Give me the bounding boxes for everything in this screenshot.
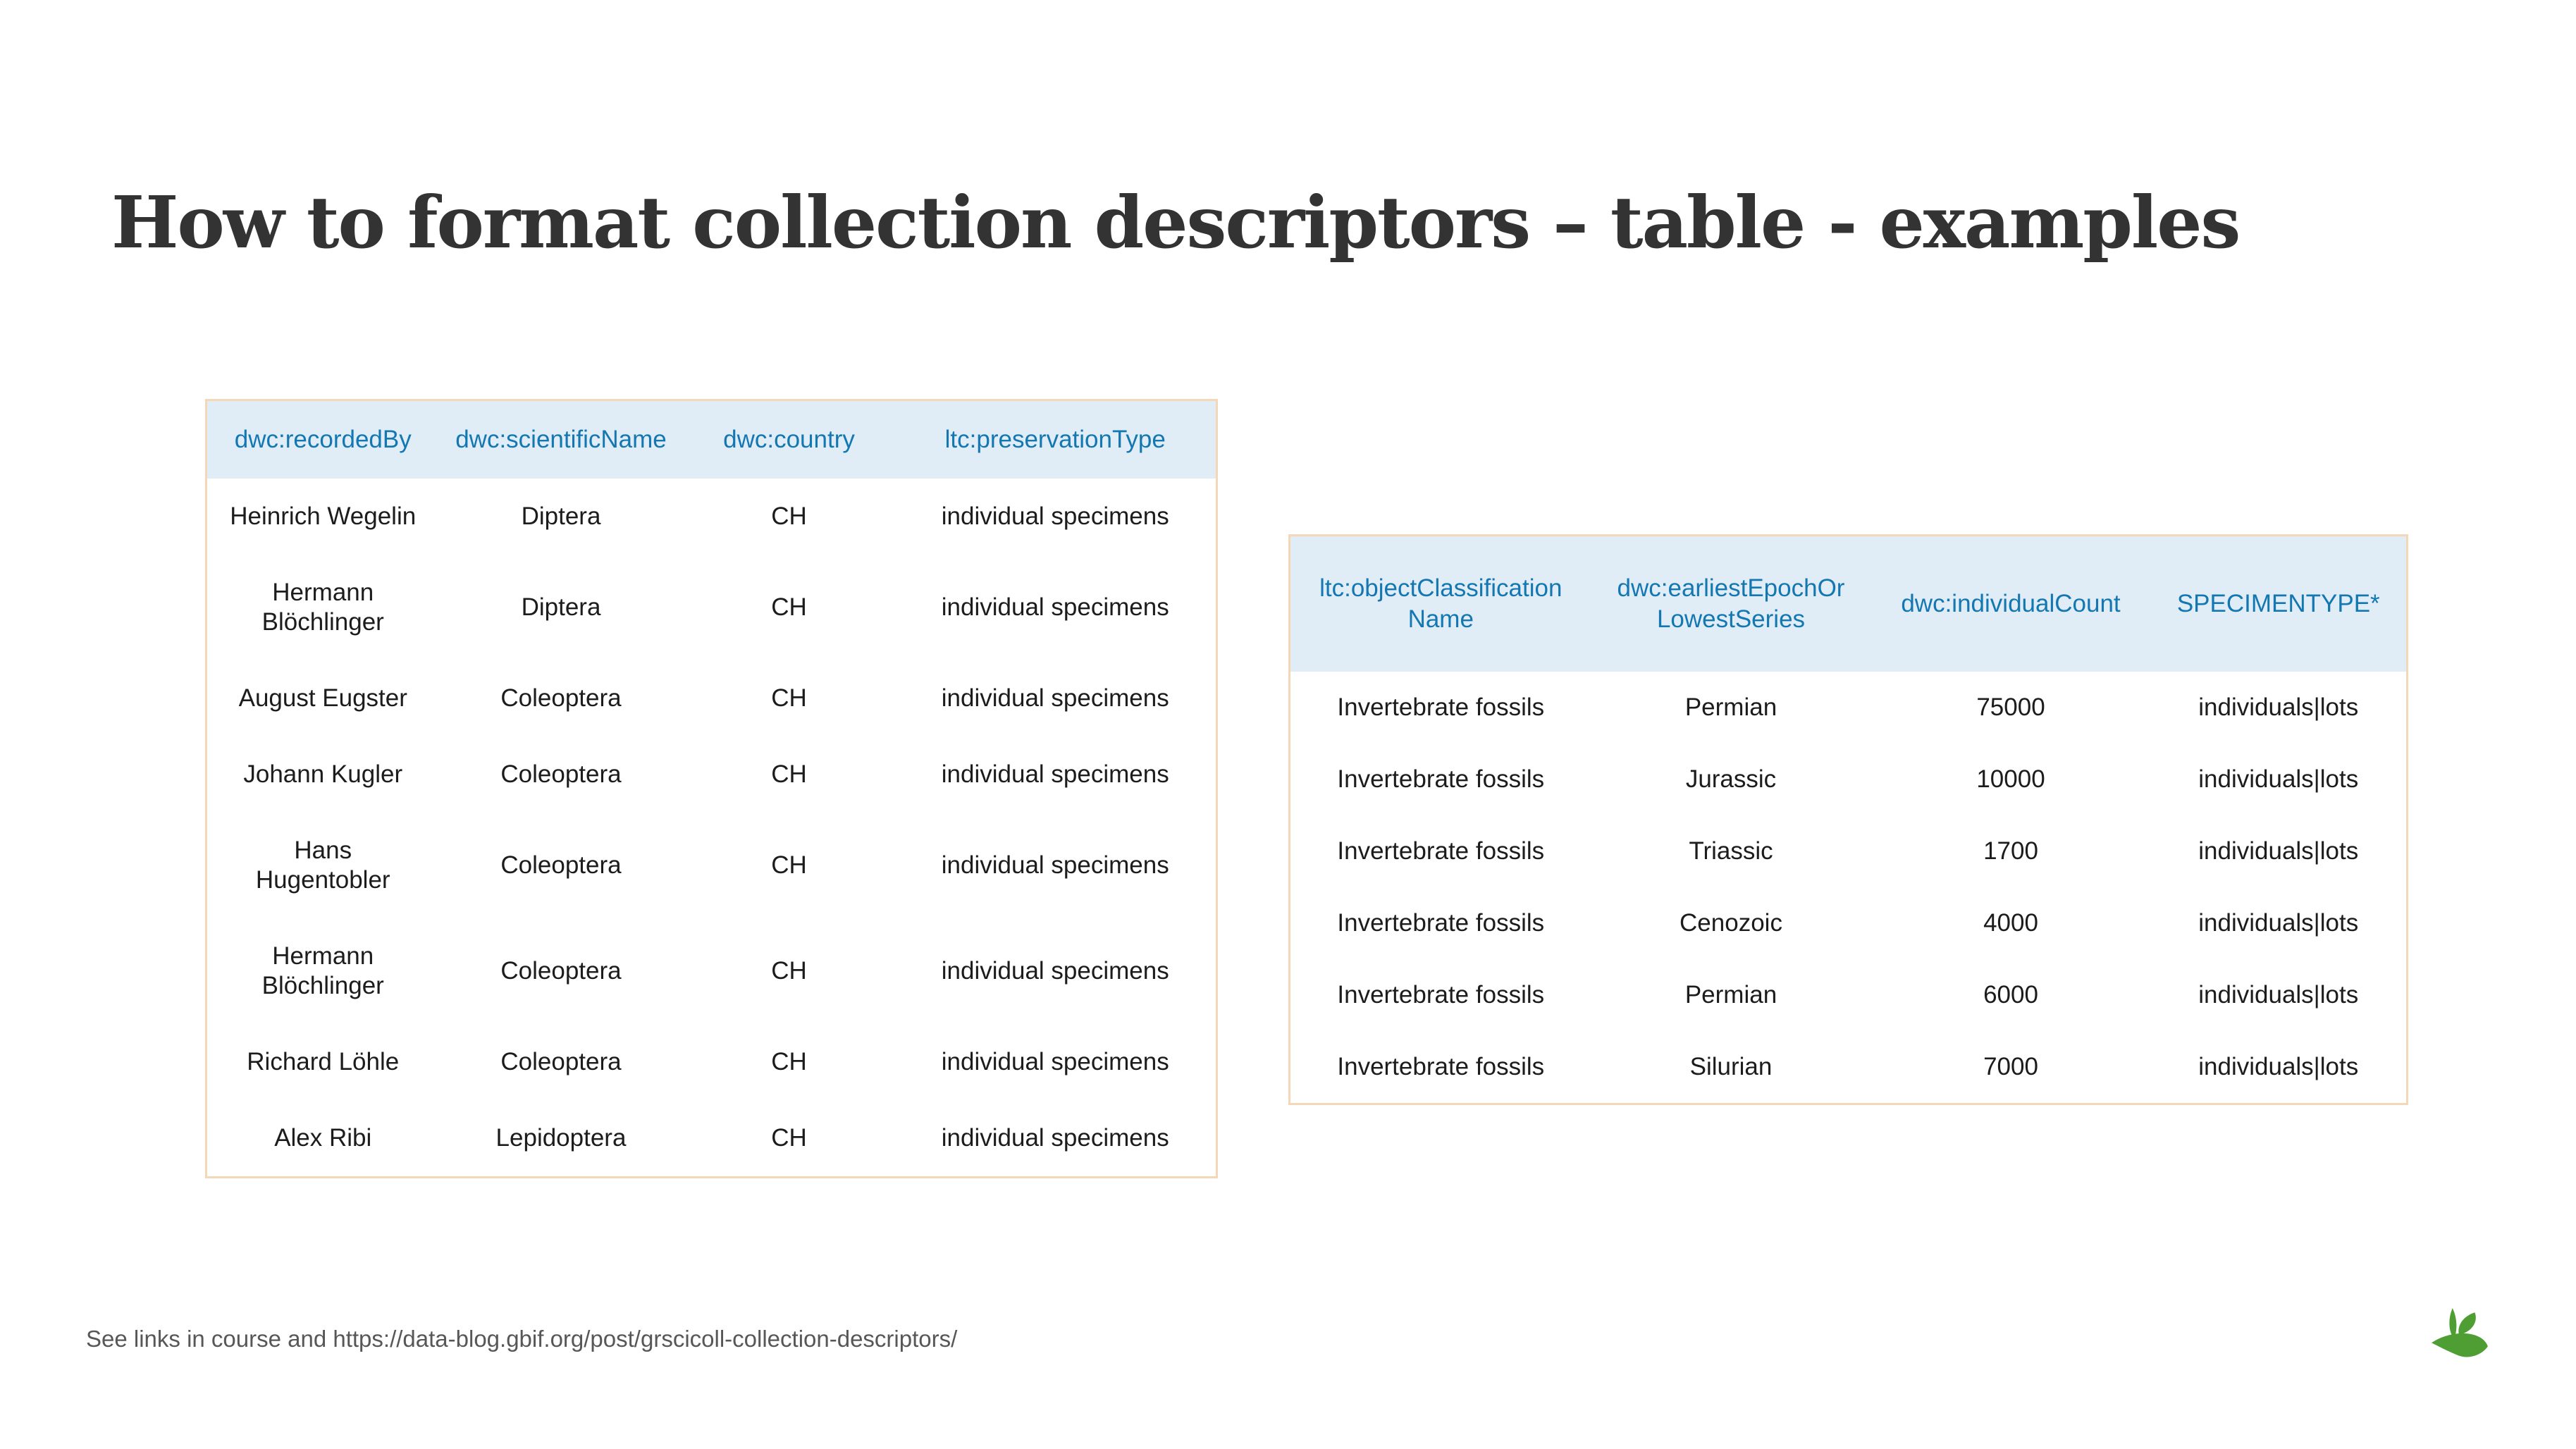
table-cell: Coleoptera	[500, 760, 622, 788]
table-row: Invertebrate fossils Permian 75000 individu…	[1290, 672, 2408, 744]
table-cell: individual specimens	[941, 1124, 1169, 1152]
table-header-row: dwc:recordedBy dwc:scientificName dwc:co…	[206, 400, 1217, 479]
collectors-table-grid: dwc:recordedBy dwc:scientificName dwc:co…	[205, 399, 1218, 1178]
table-row: Invertebrate fossils Cenozoic 4000 individu…	[1290, 887, 2408, 959]
table-row: Richard Löhle Coleoptera CH individual spec…	[207, 1024, 1217, 1100]
column-header-individualcount: dwc:individualCount	[1871, 535, 2151, 672]
column-header-preservationtype: ltc:preservationType	[894, 400, 1217, 479]
green-sprout-logo-icon	[2432, 1308, 2488, 1357]
table-cell: Invertebrate fossils	[1337, 981, 1545, 1009]
column-header-objectclassificationname: ltc:objectClassification Name	[1289, 535, 1591, 672]
table-cell: Hermann Blöchlinger	[261, 579, 384, 636]
footer-note: See links in course and https://data-blo…	[86, 1326, 958, 1352]
table-cell: 4000	[1983, 909, 2038, 937]
table-cell: 7000	[1983, 1053, 2038, 1080]
table-cell: individual specimens	[941, 502, 1169, 530]
table-row: Alex Ribi Lepidoptera CH individual specime…	[207, 1100, 1217, 1178]
table-cell: Lepidoptera	[495, 1124, 627, 1152]
table-cell: Triassic	[1689, 837, 1773, 865]
table-cell: individuals|lots	[2198, 981, 2359, 1009]
table-cell: CH	[771, 502, 807, 530]
table-cell: Hans Hugentobler	[255, 837, 390, 894]
collectors-table: dwc:recordedBy dwc:scientificName dwc:co…	[205, 399, 1218, 1178]
table-cell: Coleoptera	[500, 851, 622, 879]
table-cell: Invertebrate fossils	[1337, 765, 1545, 793]
table-cell: Coleoptera	[500, 957, 622, 985]
table-cell: CH	[771, 1124, 807, 1152]
table-row: Invertebrate fossils Silurian 7000 individu…	[1290, 1031, 2408, 1104]
table-cell: CH	[771, 1048, 807, 1075]
table-cell: Invertebrate fossils	[1337, 837, 1545, 865]
table-cell: 75000	[1976, 693, 2045, 721]
table-cell: individuals|lots	[2198, 693, 2359, 721]
table-cell: CH	[771, 957, 807, 985]
table-cell: individual specimens	[941, 684, 1169, 712]
table-cell: Silurian	[1689, 1053, 1773, 1080]
table-cell: Permian	[1684, 981, 1777, 1009]
table-cell: individual specimens	[941, 957, 1169, 985]
table-cell: Cenozoic	[1680, 909, 1782, 937]
table-row: August Eugster Coleoptera CH individual spe…	[207, 660, 1217, 736]
table-cell: Johann Kugler	[243, 760, 403, 788]
page-title: How to format collection descriptors – t…	[111, 180, 2241, 264]
table-cell: Jurassic	[1685, 765, 1777, 793]
fossils-table-grid: ltc:objectClassification Name dwc:earlie…	[1288, 534, 2408, 1105]
sprout-leaves	[2432, 1308, 2488, 1357]
table-cell: Diptera	[521, 593, 601, 621]
table-header-row: ltc:objectClassification Name dwc:earlie…	[1289, 535, 2408, 672]
table-cell: individuals|lots	[2198, 837, 2359, 865]
table-cell: Permian	[1684, 693, 1777, 721]
column-header-specimentype: SPECIMENTYPE*	[2150, 535, 2408, 672]
table-cell: CH	[771, 684, 807, 712]
table-cell: 1700	[1983, 837, 2038, 865]
table-cell: Coleoptera	[500, 1048, 622, 1075]
table-cell: individual specimens	[941, 760, 1169, 788]
table-cell: individual specimens	[941, 851, 1169, 879]
table-row: Heinrich Wegelin Diptera CH individual spec…	[207, 479, 1217, 555]
table-row: Johann Kugler Coleoptera CH individual spec…	[207, 736, 1217, 813]
table-cell: 10000	[1976, 765, 2045, 793]
table-row: Hermann Blöchlinger Coleoptera CH individua…	[207, 918, 1217, 1024]
table-cell: Alex Ribi	[274, 1124, 372, 1152]
column-header-scientificname: dwc:scientificName	[438, 400, 684, 479]
table-cell: Invertebrate fossils	[1337, 909, 1545, 937]
table-cell: Coleoptera	[500, 684, 622, 712]
table-cell: individuals|lots	[2198, 765, 2359, 793]
table-cell: individuals|lots	[2198, 909, 2359, 937]
table-row: Hans Hugentobler Coleoptera CH individual s…	[207, 813, 1217, 918]
table-cell: Invertebrate fossils	[1337, 693, 1545, 721]
column-header-earliestepochorlowestseries: dwc:earliestEpochOr LowestSeries	[1591, 535, 1871, 672]
table-row: Invertebrate fossils Permian 6000 individua…	[1290, 959, 2408, 1031]
table-cell: CH	[771, 851, 807, 879]
table-cell: Invertebrate fossils	[1337, 1053, 1545, 1080]
table-cell: individual specimens	[941, 593, 1169, 621]
table-cell: 6000	[1983, 981, 2038, 1009]
table-cell: individuals|lots	[2198, 1053, 2359, 1080]
column-header-country: dwc:country	[683, 400, 895, 479]
table-row: Invertebrate fossils Triassic 1700 individu…	[1290, 815, 2408, 887]
table-cell: CH	[771, 593, 807, 621]
table-cell: individual specimens	[941, 1048, 1169, 1075]
table-cell: CH	[771, 760, 807, 788]
table-cell: August Eugster	[238, 684, 407, 712]
table-cell: Richard Löhle	[247, 1048, 400, 1075]
column-header-recordedby: dwc:recordedBy	[206, 400, 439, 479]
table-cell: Diptera	[521, 502, 601, 530]
table-row: Hermann Blöchlinger Diptera CH individual s…	[207, 555, 1217, 660]
table-cell: Hermann Blöchlinger	[261, 942, 384, 999]
table-row: Invertebrate fossils Jurassic 10000 individ…	[1290, 744, 2408, 815]
table-cell: Heinrich Wegelin	[230, 502, 417, 530]
fossils-table: ltc:objectClassification Name dwc:earlie…	[1288, 534, 2408, 1105]
